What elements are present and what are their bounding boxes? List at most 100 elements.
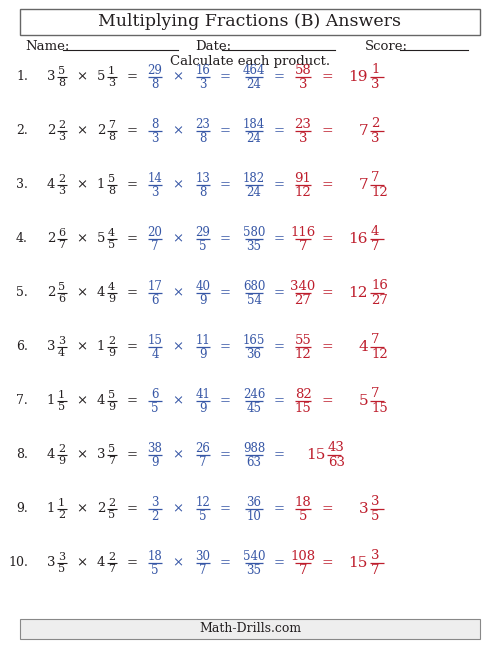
Text: =: = [274,395,284,408]
Text: 1: 1 [108,65,115,76]
Text: =: = [126,71,138,83]
Text: 19: 19 [348,70,368,84]
Text: 340: 340 [290,280,316,292]
FancyBboxPatch shape [20,619,480,639]
Text: =: = [220,395,230,408]
Text: 4: 4 [108,228,115,237]
Text: ×: × [172,124,184,138]
Text: 40: 40 [196,280,210,292]
Text: ×: × [76,232,88,245]
Text: 3: 3 [371,495,380,508]
Text: 36: 36 [246,496,262,509]
Text: ×: × [76,179,88,192]
Text: 16: 16 [371,279,388,292]
Text: 7: 7 [358,178,368,192]
Text: 116: 116 [290,226,316,239]
Text: =: = [220,556,230,569]
Text: ×: × [76,124,88,138]
Text: 2: 2 [371,117,380,130]
Text: 3: 3 [371,78,380,91]
Text: 18: 18 [148,549,162,562]
Text: 3: 3 [58,186,65,197]
Text: ×: × [172,503,184,516]
Text: 7: 7 [108,564,115,575]
Text: Math-Drills.com: Math-Drills.com [199,622,301,635]
Text: ×: × [76,287,88,300]
Text: 1.: 1. [16,71,28,83]
Text: 4: 4 [96,556,105,569]
Text: 41: 41 [196,388,210,400]
Text: 5: 5 [58,65,65,76]
Text: 580: 580 [243,226,265,239]
Text: 9: 9 [151,455,159,468]
Text: 29: 29 [196,226,210,239]
Text: 12: 12 [294,347,312,360]
Text: 2: 2 [96,124,105,138]
Text: 2: 2 [58,120,65,129]
Text: 7: 7 [58,241,65,250]
Text: 1: 1 [58,389,65,399]
Text: =: = [126,448,138,461]
Text: 4: 4 [46,448,55,461]
Text: 15: 15 [148,333,162,347]
Text: =: = [220,179,230,192]
Text: 3: 3 [58,133,65,142]
Text: =: = [126,287,138,300]
Text: 3.: 3. [16,179,28,192]
Text: Name:: Name: [25,39,70,52]
Text: 5: 5 [108,173,115,184]
Text: 988: 988 [243,441,265,454]
Text: 9.: 9. [16,503,28,516]
Text: 8: 8 [200,131,206,144]
Text: =: = [321,394,333,408]
Text: 2: 2 [152,509,158,523]
Text: ×: × [172,340,184,353]
Text: =: = [321,232,333,246]
Text: ×: × [172,395,184,408]
Text: 3: 3 [108,78,115,89]
Text: 5: 5 [151,564,159,576]
Text: =: = [126,179,138,192]
Text: ×: × [172,556,184,569]
Text: 36: 36 [246,347,262,360]
Text: 35: 35 [246,564,262,576]
Text: 3: 3 [299,78,307,91]
Text: =: = [220,124,230,138]
Text: =: = [274,503,284,516]
Text: 12: 12 [371,186,388,199]
Text: 7: 7 [299,564,307,576]
Text: 6: 6 [58,294,65,305]
Text: 2: 2 [58,510,65,520]
Text: 26: 26 [196,441,210,454]
Text: =: = [321,340,333,354]
Text: 5: 5 [108,241,115,250]
Text: 9: 9 [108,349,115,358]
Text: 3: 3 [358,502,368,516]
Text: =: = [126,124,138,138]
Text: Score:: Score: [365,39,408,52]
Text: 8: 8 [108,133,115,142]
Text: 3: 3 [371,549,380,562]
Text: 24: 24 [246,131,262,144]
Text: ×: × [172,179,184,192]
Text: 2: 2 [46,124,55,138]
Text: 35: 35 [246,239,262,252]
Text: 15: 15 [294,402,312,415]
Text: 7: 7 [199,564,207,576]
Text: 91: 91 [294,171,312,184]
Text: 4: 4 [96,287,105,300]
Text: 23: 23 [196,118,210,131]
Text: 6: 6 [151,294,159,307]
Text: =: = [126,503,138,516]
Text: 9: 9 [108,402,115,413]
Text: 43: 43 [328,441,345,454]
Text: 16: 16 [196,63,210,76]
Text: 45: 45 [246,402,262,415]
Text: 63: 63 [246,455,262,468]
Text: =: = [274,287,284,300]
Text: 3: 3 [46,340,55,353]
Text: 4: 4 [46,179,55,192]
Text: 15: 15 [371,402,388,415]
Text: 7: 7 [151,239,159,252]
Text: 1: 1 [96,179,105,192]
